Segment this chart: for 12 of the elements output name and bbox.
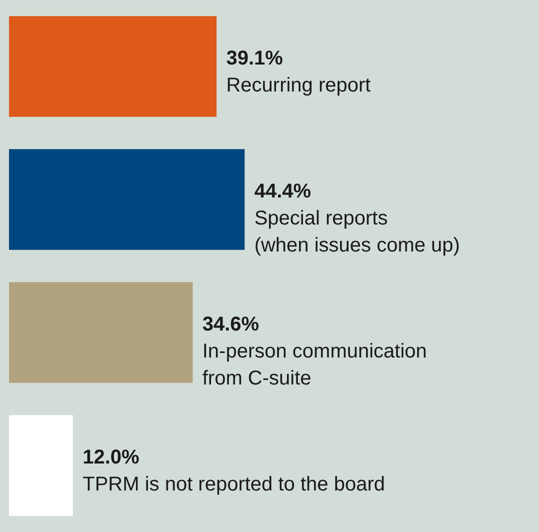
bar xyxy=(9,282,193,383)
bar xyxy=(9,415,73,516)
y-tick-label: TPRM is not reported to the board xyxy=(82,474,385,496)
y-tick-label: Recurring report xyxy=(226,74,372,96)
y-tick-label: Special reports (when issues come up) xyxy=(254,208,460,256)
data-label: 34.6% xyxy=(202,314,260,336)
bar xyxy=(9,16,217,117)
data-label: 44.4% xyxy=(254,180,312,202)
data-label: 39.1% xyxy=(226,48,284,70)
y-tick-label: In-person communication from C-suite xyxy=(202,340,427,390)
data-label: 12.0% xyxy=(82,446,140,468)
bar xyxy=(9,149,245,250)
